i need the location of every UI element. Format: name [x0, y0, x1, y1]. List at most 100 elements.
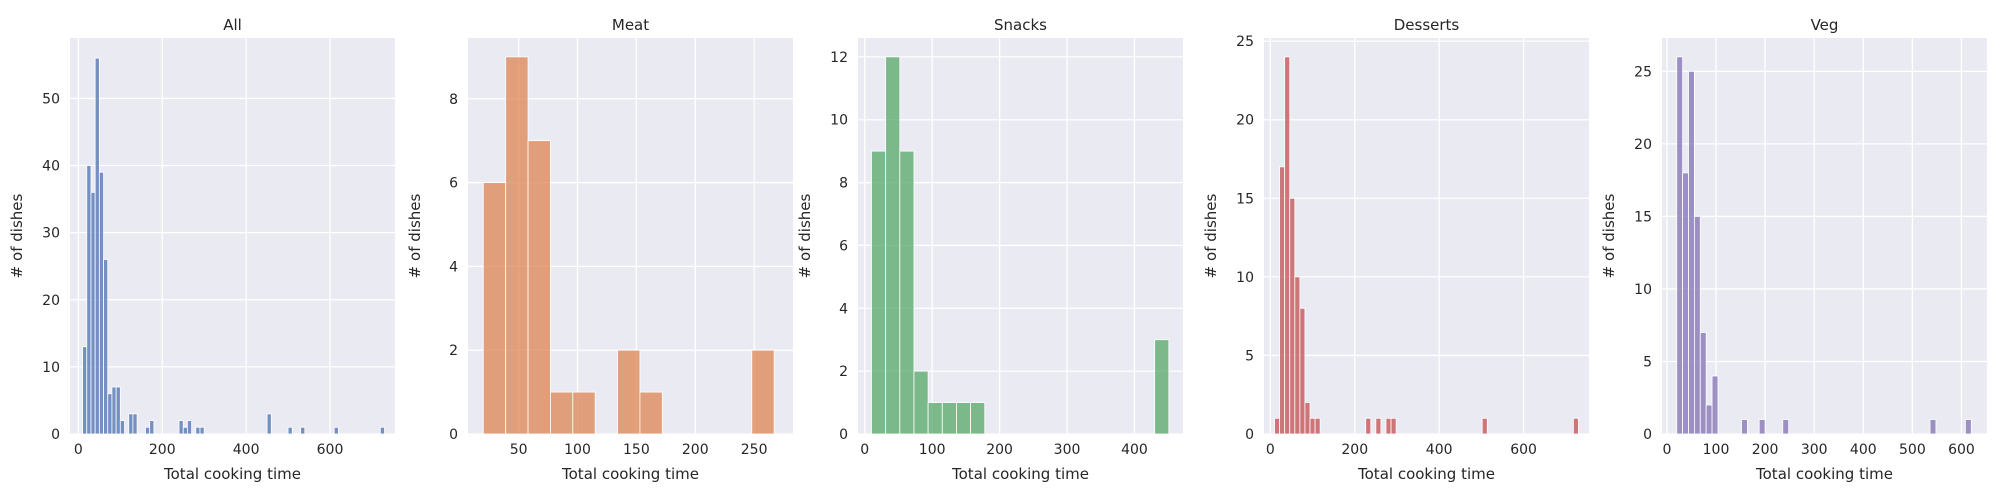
histogram-bar	[103, 259, 109, 435]
histogram-bar	[86, 165, 92, 435]
histogram-bar	[1284, 56, 1291, 435]
histogram-bar	[913, 370, 929, 435]
histogram-bar	[1299, 307, 1306, 435]
chart-title: Snacks	[994, 16, 1047, 34]
x-tick-label: 200	[682, 442, 709, 458]
histogram-bar	[1964, 419, 1972, 435]
y-tick-label: 10	[830, 113, 848, 129]
histogram-bar	[885, 56, 901, 435]
y-tick-label: 2	[839, 364, 848, 380]
histogram-bar	[107, 393, 113, 435]
x-tick-label: 400	[1850, 442, 1877, 458]
histogram-bar	[82, 346, 88, 435]
y-tick-label: 0	[1245, 427, 1254, 443]
histogram-bar	[287, 426, 293, 435]
histogram-bar	[1782, 419, 1790, 435]
histogram-bar	[182, 426, 188, 435]
y-tick-label: 6	[449, 176, 458, 192]
x-tick-label: 300	[1054, 442, 1081, 458]
x-tick-label: 100	[564, 442, 591, 458]
histogram-bar	[751, 349, 775, 435]
y-tick-label: 6	[839, 238, 848, 254]
histogram-bar	[1694, 216, 1701, 435]
histogram-bar	[956, 402, 972, 435]
y-axis-label: # of dishes	[8, 194, 26, 279]
histogram-bar	[111, 386, 117, 435]
x-tick-label: 200	[986, 442, 1013, 458]
y-tick-label: 25	[1236, 34, 1254, 50]
x-axis-label: Total cooking time	[951, 465, 1089, 483]
histogram-bar	[1699, 332, 1707, 435]
y-tick-label: 0	[1643, 427, 1652, 443]
histogram-bar	[1929, 419, 1937, 435]
histogram-bar	[1294, 276, 1301, 435]
x-tick-label: 200	[1752, 442, 1779, 458]
y-tick-label: 4	[449, 259, 458, 275]
y-tick-label: 15	[1634, 209, 1652, 225]
y-axis-label: # of dishes	[406, 194, 424, 279]
histogram-panel-meat: 50 100 150 200 250 0 2 4 6 8 Meat Total cooking tim…	[406, 16, 793, 483]
histogram-bar	[98, 171, 104, 435]
histogram-bar	[550, 391, 574, 435]
histogram-bar	[639, 391, 663, 435]
chart-title: All	[223, 16, 242, 34]
chart-title: Desserts	[1394, 16, 1460, 34]
histogram-bar	[1375, 417, 1382, 435]
plot-area	[1264, 38, 1589, 434]
x-tick-label: 600	[1948, 442, 1975, 458]
histogram-bar	[617, 349, 641, 435]
histogram-bar	[941, 402, 957, 435]
histogram-bar	[1682, 172, 1689, 435]
x-tick-label: 500	[1899, 442, 1926, 458]
histogram-bar	[300, 426, 306, 435]
x-tick-label: 400	[233, 442, 260, 458]
x-tick-label: 0	[1662, 442, 1671, 458]
x-tick-label: 200	[1341, 442, 1368, 458]
y-tick-label: 10	[1236, 270, 1254, 286]
x-tick-label: 150	[623, 442, 650, 458]
y-tick-label: 2	[449, 343, 458, 359]
histogram-bar	[572, 391, 596, 435]
histogram-bar	[1481, 417, 1488, 435]
y-tick-label: 10	[1634, 282, 1652, 298]
histogram-bar	[871, 150, 887, 435]
histogram-bar	[1688, 70, 1695, 435]
histogram-bar	[199, 426, 205, 435]
histogram-bar	[149, 420, 155, 435]
y-tick-label: 10	[42, 360, 60, 376]
x-tick-label: 300	[1801, 442, 1828, 458]
x-axis-label: Total cooking time	[1755, 465, 1893, 483]
y-tick-label: 8	[839, 176, 848, 192]
y-tick-label: 20	[1634, 137, 1652, 153]
x-tick-label: 400	[1121, 442, 1148, 458]
histogram-bar	[1304, 402, 1311, 435]
histogram-bar	[1314, 417, 1321, 435]
y-tick-label: 50	[42, 91, 60, 107]
chart-title: Veg	[1811, 16, 1839, 34]
histogram-bar	[1390, 417, 1397, 435]
histogram-bar	[333, 426, 339, 435]
histogram-panel-all: 0 200 400 600 0 10 20 30 40 50 All Total cooking ti…	[8, 16, 395, 483]
histogram-bar	[1289, 197, 1296, 435]
y-tick-label: 30	[42, 226, 60, 242]
x-tick-label: 0	[860, 442, 869, 458]
y-tick-label: 5	[1643, 354, 1652, 370]
histogram-bar	[94, 57, 100, 435]
y-tick-label: 12	[830, 50, 848, 66]
x-axis-label: Total cooking time	[561, 465, 699, 483]
histogram-bar	[899, 150, 915, 435]
histogram-bar	[145, 426, 151, 435]
x-tick-label: 100	[919, 442, 946, 458]
histogram-bar	[1154, 339, 1170, 435]
histogram-bar	[178, 420, 184, 435]
x-tick-label: 200	[149, 442, 176, 458]
histogram-bar	[132, 413, 138, 435]
histogram-bar	[1741, 419, 1748, 435]
x-axis-label: Total cooking time	[163, 465, 301, 483]
x-tick-label: 0	[1266, 442, 1275, 458]
y-tick-label: 15	[1236, 191, 1254, 207]
x-tick-label: 250	[741, 442, 768, 458]
histogram-bar	[927, 402, 943, 435]
x-tick-label: 400	[1426, 442, 1453, 458]
x-axis-label: Total cooking time	[1357, 465, 1495, 483]
